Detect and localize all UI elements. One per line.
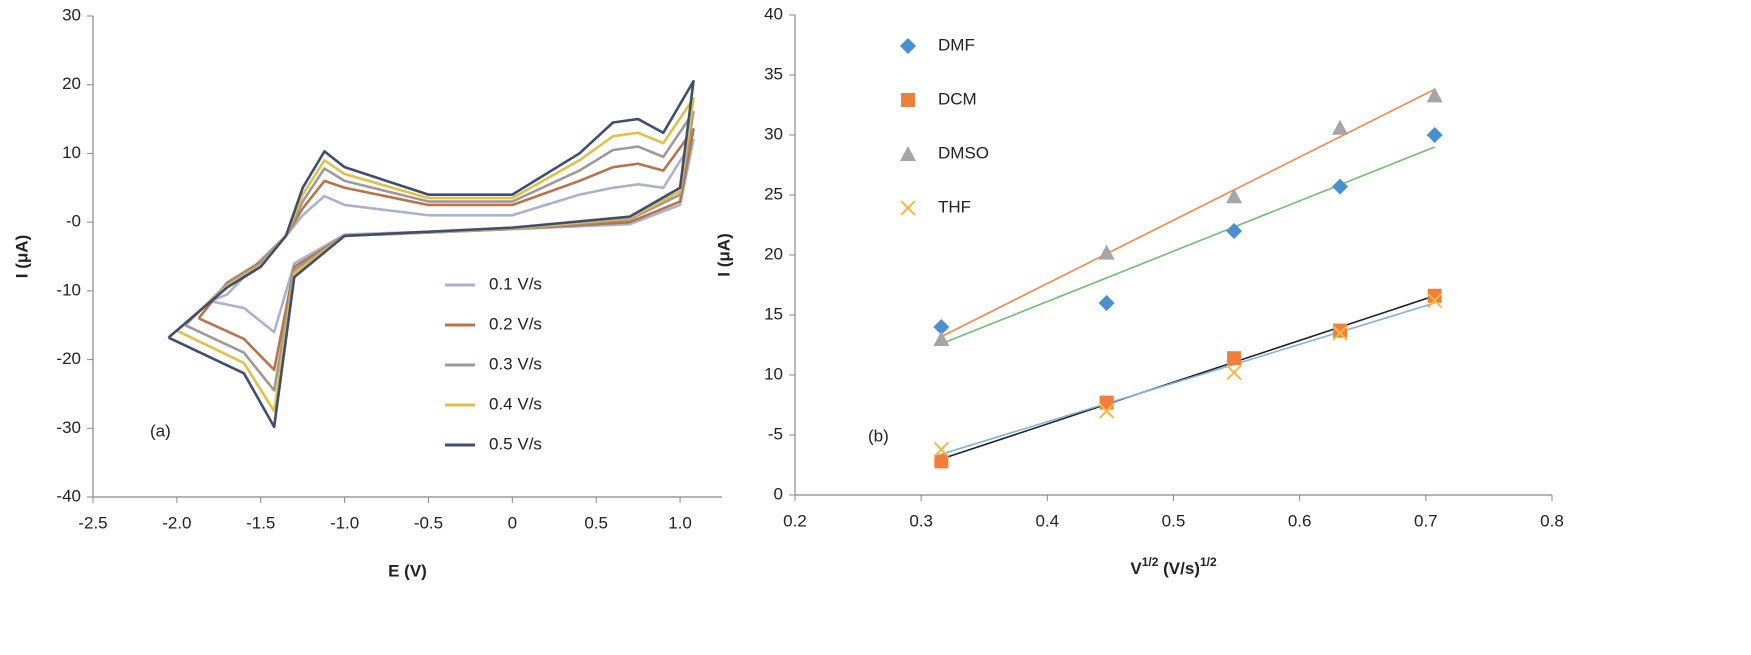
point bbox=[1226, 223, 1243, 239]
point bbox=[1426, 127, 1443, 143]
point bbox=[900, 200, 916, 216]
point bbox=[1332, 178, 1349, 195]
y-tick-label: 0 bbox=[774, 484, 783, 503]
y-tick-label: -30 bbox=[56, 418, 81, 437]
y-tick-label: 40 bbox=[764, 4, 783, 23]
y-tick-label: 30 bbox=[764, 124, 783, 143]
annotation: (b) bbox=[868, 426, 889, 445]
point bbox=[933, 441, 950, 458]
trendline bbox=[940, 88, 1436, 338]
legend-label: DCM bbox=[938, 89, 977, 108]
point bbox=[1098, 295, 1115, 311]
y-tick-label: 35 bbox=[764, 64, 783, 83]
y-tick-label: 20 bbox=[764, 244, 783, 263]
x-axis-title-part: V bbox=[1130, 559, 1142, 578]
legend-label: THF bbox=[938, 197, 971, 216]
y-tick-label: -10 bbox=[56, 280, 81, 299]
legend-label: 0.5 V/s bbox=[489, 434, 542, 453]
x-tick-label: -0.5 bbox=[414, 513, 443, 532]
y-tick-label: 15 bbox=[764, 304, 783, 323]
legend-label: DMSO bbox=[938, 143, 989, 162]
x-tick-label: 0.5 bbox=[1162, 511, 1186, 530]
point bbox=[1227, 351, 1242, 366]
x-tick-label: -1.0 bbox=[330, 513, 359, 532]
point bbox=[1333, 323, 1348, 338]
point bbox=[901, 93, 915, 107]
trendline bbox=[941, 146, 1435, 345]
point bbox=[1226, 188, 1243, 204]
y-tick-label: 20 bbox=[62, 74, 81, 93]
x-axis-title-part: 1/2 bbox=[1142, 555, 1159, 569]
y-tick-label: -5 bbox=[768, 424, 783, 443]
x-tick-label: 0.3 bbox=[909, 511, 933, 530]
point bbox=[1427, 288, 1442, 303]
x-tick-label: 0 bbox=[508, 513, 517, 532]
y-axis-title: I (μA) bbox=[714, 233, 733, 276]
x-axis-title: E (V) bbox=[388, 561, 427, 580]
cv-curve bbox=[167, 79, 695, 429]
cv-curve bbox=[197, 128, 695, 372]
y-tick-label: 25 bbox=[764, 184, 783, 203]
point bbox=[900, 146, 916, 161]
y-tick-label: -20 bbox=[56, 349, 81, 368]
point bbox=[1098, 244, 1115, 260]
x-tick-label: 0.2 bbox=[783, 511, 807, 530]
x-axis-title: V1/2 (V/s)1/2 bbox=[1130, 555, 1217, 578]
point bbox=[933, 331, 950, 346]
legend-label: 0.4 V/s bbox=[489, 394, 542, 413]
legend-label: 0.2 V/s bbox=[489, 314, 542, 333]
y-axis-title: I (μA) bbox=[12, 235, 31, 278]
x-tick-label: 0.7 bbox=[1414, 511, 1438, 530]
cv-curve bbox=[209, 138, 695, 334]
y-tick-label: 30 bbox=[62, 5, 81, 24]
point bbox=[1426, 87, 1443, 103]
x-axis-title-part: (V/s) bbox=[1158, 559, 1200, 578]
trendline bbox=[941, 295, 1435, 460]
x-tick-label: -1.5 bbox=[246, 513, 275, 532]
cv-curve bbox=[184, 110, 695, 392]
x-tick-label: -2.0 bbox=[162, 513, 191, 532]
legend-label: 0.1 V/s bbox=[489, 274, 542, 293]
y-tick-label: -0 bbox=[66, 212, 81, 231]
point bbox=[1332, 119, 1349, 135]
point bbox=[933, 319, 950, 335]
point bbox=[900, 38, 916, 54]
y-tick-label: 10 bbox=[764, 364, 783, 383]
legend-label: 0.3 V/s bbox=[489, 354, 542, 373]
x-tick-label: 0.8 bbox=[1540, 511, 1564, 530]
annotation: (a) bbox=[150, 421, 171, 440]
x-tick-label: 1.0 bbox=[668, 513, 692, 532]
point bbox=[1426, 292, 1443, 309]
chart-panel: -40 -30 -20 -10 -0 10 20 30 -2.5 -2.0 -1.5 -1.0 -0.5… bbox=[12, 5, 722, 580]
x-tick-label: 0.6 bbox=[1288, 511, 1312, 530]
x-axis-title-part: 1/2 bbox=[1200, 555, 1217, 569]
x-tick-label: -2.5 bbox=[78, 513, 107, 532]
point bbox=[1226, 364, 1242, 381]
point bbox=[1098, 403, 1115, 419]
point bbox=[1332, 325, 1348, 341]
point bbox=[934, 454, 949, 469]
x-tick-label: 0.5 bbox=[584, 513, 608, 532]
legend-label: DMF bbox=[938, 35, 975, 54]
x-tick-label: 0.4 bbox=[1036, 511, 1060, 530]
y-tick-label: -40 bbox=[56, 486, 81, 505]
y-tick-label: 10 bbox=[62, 143, 81, 162]
trendline bbox=[941, 302, 1435, 455]
